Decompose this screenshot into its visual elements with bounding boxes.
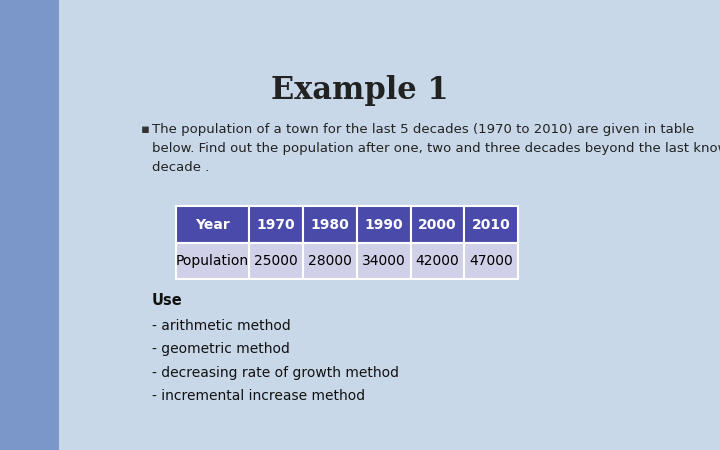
Text: 28000: 28000 [308,254,351,268]
Text: Population: Population [176,254,249,268]
FancyBboxPatch shape [410,243,464,279]
FancyBboxPatch shape [303,207,356,243]
Text: Year: Year [195,218,230,232]
Text: 1980: 1980 [310,218,349,232]
Text: ▪: ▪ [141,123,150,136]
Text: 2010: 2010 [472,218,510,232]
Text: 2000: 2000 [418,218,457,232]
Text: Use: Use [152,293,183,308]
FancyBboxPatch shape [464,243,518,279]
Text: 47000: 47000 [469,254,513,268]
FancyBboxPatch shape [176,243,249,279]
FancyBboxPatch shape [0,0,59,450]
Text: - geometric method: - geometric method [152,342,290,356]
Text: 25000: 25000 [254,254,298,268]
FancyBboxPatch shape [249,243,303,279]
FancyBboxPatch shape [356,207,410,243]
Text: 34000: 34000 [361,254,405,268]
FancyBboxPatch shape [464,207,518,243]
Text: - incremental increase method: - incremental increase method [152,389,365,403]
Text: - arithmetic method: - arithmetic method [152,319,291,333]
Text: Example 1: Example 1 [271,75,448,106]
Text: 42000: 42000 [415,254,459,268]
FancyBboxPatch shape [303,243,356,279]
FancyBboxPatch shape [176,207,249,243]
Text: 1970: 1970 [256,218,295,232]
FancyBboxPatch shape [410,207,464,243]
FancyBboxPatch shape [356,243,410,279]
Text: 1990: 1990 [364,218,403,232]
FancyBboxPatch shape [249,207,303,243]
Text: - decreasing rate of growth method: - decreasing rate of growth method [152,365,399,379]
Text: The population of a town for the last 5 decades (1970 to 2010) are given in tabl: The population of a town for the last 5 … [152,123,720,174]
